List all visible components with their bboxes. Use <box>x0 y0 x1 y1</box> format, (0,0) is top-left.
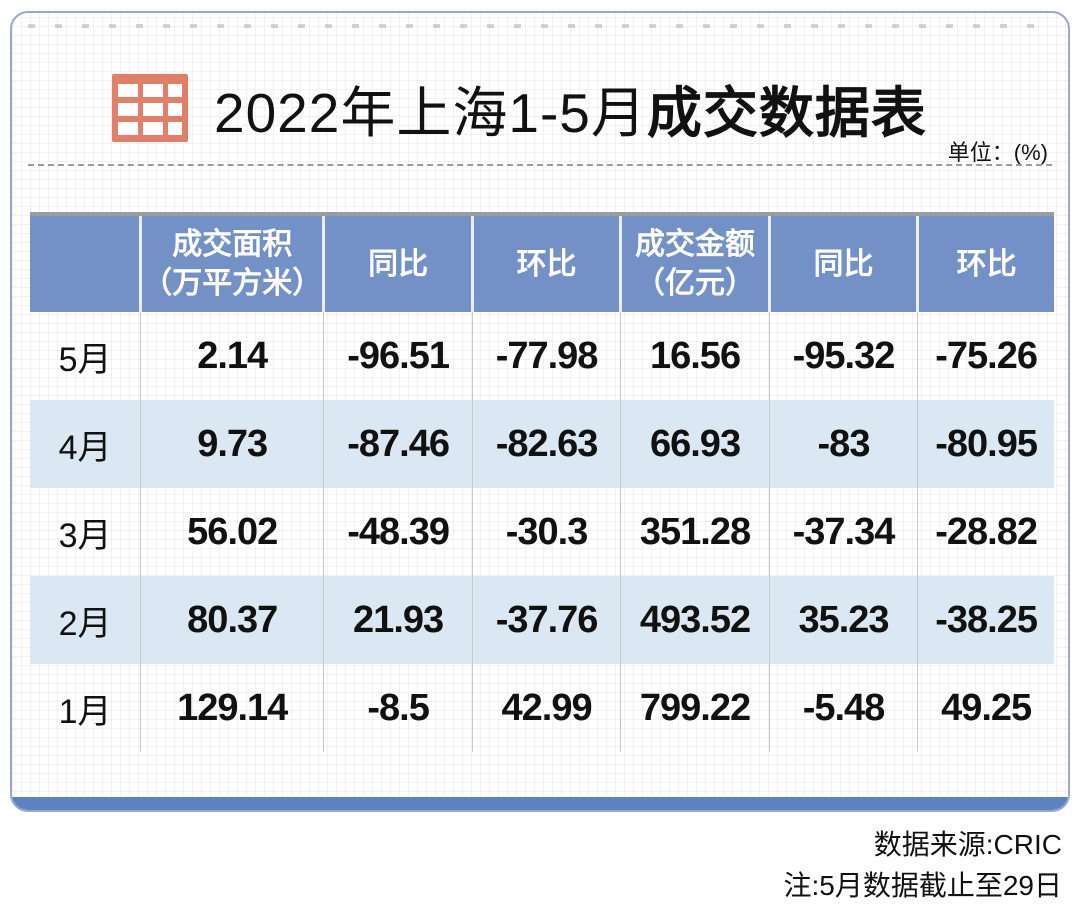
value-cell: 66.93 <box>620 400 770 488</box>
month-cell: 1月 <box>58 692 112 731</box>
value-cell: -30.3 <box>471 488 621 576</box>
value-cell: -28.82 <box>917 488 1054 576</box>
footer: 数据来源:CRIC 注:5月数据截止至29日 <box>784 824 1063 906</box>
value-cell: 2.14 <box>140 312 324 400</box>
table-grid-icon <box>112 74 188 142</box>
month-cell: 5月 <box>58 340 112 379</box>
unit-label: 单位：(%) <box>947 140 1048 165</box>
page-title-emphasis: 成交数据表 <box>646 82 927 144</box>
value-cell: 80.37 <box>140 576 324 664</box>
value-cell: -77.98 <box>471 312 621 400</box>
value-cell: -37.34 <box>768 488 918 576</box>
value-cell: 351.28 <box>620 488 770 576</box>
header-cell: 同比 <box>322 212 473 312</box>
note-text: 注:5月数据截止至29日 <box>783 870 1063 901</box>
month-cell: 3月 <box>58 516 112 555</box>
month-cell: 4月 <box>58 428 112 467</box>
value-cell: 49.25 <box>917 664 1054 752</box>
decorative-dashes <box>28 24 1052 28</box>
table-row: 1月 129.14 -8.5 42.99 799.22 -5.48 49.25 <box>30 664 1054 752</box>
value-cell: 56.02 <box>140 488 324 576</box>
header-cell: 成交金额 （亿元） <box>619 212 770 312</box>
card-bottom-bar <box>12 797 1068 810</box>
value-cell: -75.26 <box>917 312 1054 400</box>
value-cell: -48.39 <box>323 488 473 576</box>
value-cell: -83 <box>768 400 918 488</box>
source-text: 数据来源:CRIC <box>873 829 1062 860</box>
value-cell: 35.23 <box>768 576 918 664</box>
value-cell: -80.95 <box>917 400 1054 488</box>
value-cell: 129.14 <box>140 664 324 752</box>
value-cell: -38.25 <box>917 576 1054 664</box>
table-row: 2月 80.37 21.93 -37.76 493.52 35.23 -38.25 <box>30 576 1054 664</box>
table-row: 3月 56.02 -48.39 -30.3 351.28 -37.34 -28.82 <box>30 488 1054 576</box>
value-cell: -37.76 <box>471 576 621 664</box>
header-cell: 环比 <box>916 212 1054 312</box>
value-cell: -87.46 <box>323 400 473 488</box>
page-title: 2022年上海1-5月成交数据表 <box>214 68 927 148</box>
value-cell: -5.48 <box>768 664 918 752</box>
value-cell: 42.99 <box>471 664 621 752</box>
value-cell: 493.52 <box>620 576 770 664</box>
table-header-row: 成交面积 （万平方米） 同比 环比 成交金额 （亿元） 同比 环比 <box>30 212 1054 312</box>
page-title-prefix: 2022年上海1-5月 <box>214 82 647 144</box>
value-cell: -96.51 <box>323 312 473 400</box>
header-cell: 环比 <box>470 212 621 312</box>
month-cell: 2月 <box>58 604 112 643</box>
table-row: 4月 9.73 -87.46 -82.63 66.93 -83 -80.95 <box>30 400 1054 488</box>
header-cell: 成交面积 （万平方米） <box>139 212 324 312</box>
value-cell: 799.22 <box>620 664 770 752</box>
infographic-card: 2022年上海1-5月成交数据表 单位：(%) 成交面积 （万平方米） 同比 环比 成交… <box>10 11 1070 812</box>
title-row: 2022年上海1-5月成交数据表 <box>112 68 927 148</box>
header-cell <box>30 212 141 312</box>
value-cell: -82.63 <box>471 400 621 488</box>
value-cell: -8.5 <box>323 664 473 752</box>
dashed-divider <box>28 164 1052 166</box>
header-cell: 同比 <box>767 212 918 312</box>
value-cell: 9.73 <box>140 400 324 488</box>
value-cell: 21.93 <box>323 576 473 664</box>
value-cell: -95.32 <box>768 312 918 400</box>
data-table: 成交面积 （万平方米） 同比 环比 成交金额 （亿元） 同比 环比 5月 2.14 -96.51-… <box>30 212 1054 752</box>
value-cell: 16.56 <box>620 312 770 400</box>
table-row: 5月 2.14 -96.51 -77.98 16.56 -95.32 -75.26 <box>30 312 1054 400</box>
